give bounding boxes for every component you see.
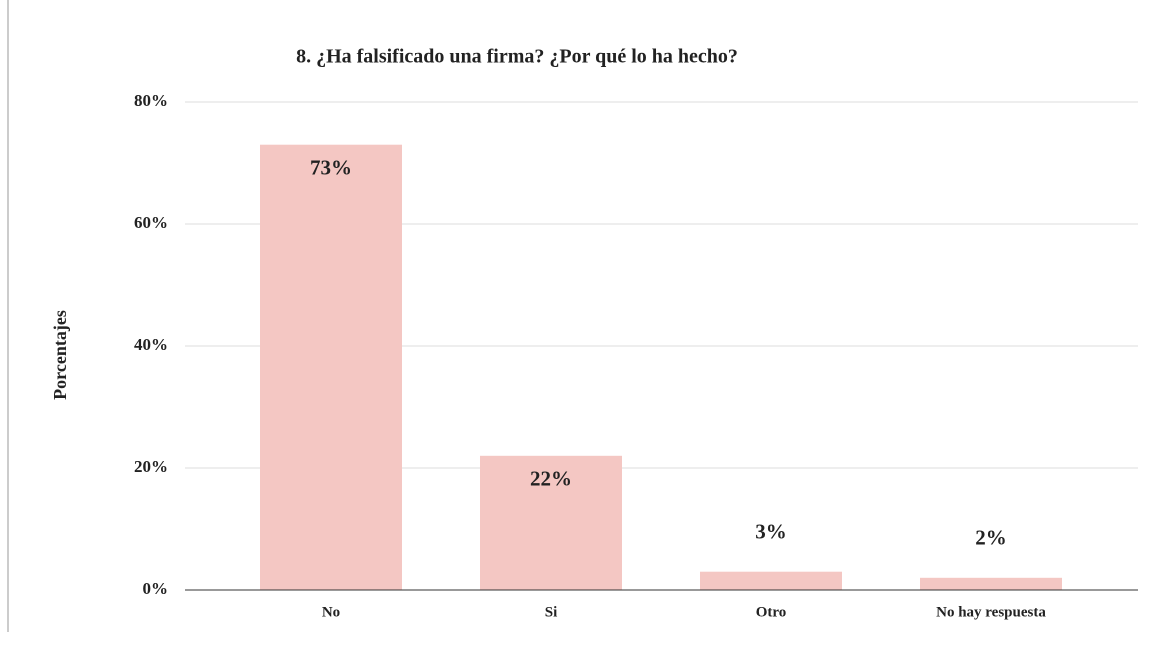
x-tick-label: No hay respuesta	[936, 604, 1046, 620]
x-tick-label: No	[322, 604, 340, 620]
data-label: 73%	[310, 156, 352, 180]
bar	[920, 577, 1062, 590]
x-tick-label: Si	[545, 604, 558, 620]
data-label: 2%	[975, 526, 1007, 550]
x-tick-label: Otro	[756, 604, 787, 620]
y-tick-label: 40%	[134, 335, 168, 354]
y-tick-label: 60%	[134, 213, 168, 232]
bar	[260, 144, 402, 590]
y-axis-label: Porcentajes	[50, 310, 70, 400]
data-label: 3%	[755, 520, 787, 544]
y-tick-label: 20%	[134, 457, 168, 476]
y-tick-label: 80%	[134, 91, 168, 110]
bar	[480, 455, 622, 590]
y-tick-label: 0%	[143, 579, 169, 598]
data-label: 22%	[530, 467, 572, 491]
chart-title: 8. ¿Ha falsificado una firma? ¿Por qué l…	[296, 46, 738, 68]
bar	[700, 571, 842, 590]
